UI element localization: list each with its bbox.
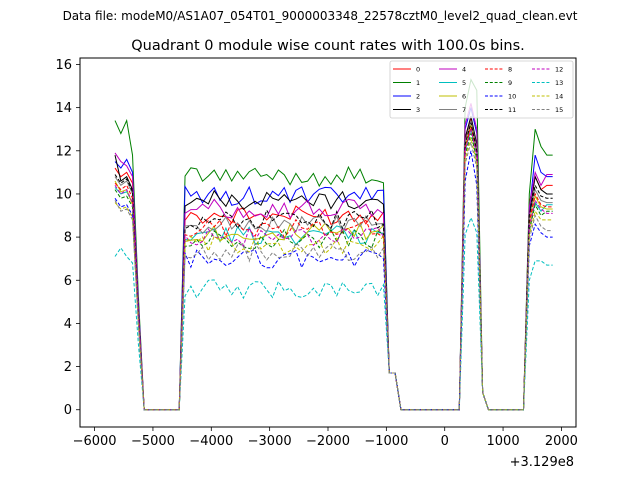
legend-label-2: 2 xyxy=(416,93,420,101)
y-tick-label: 4 xyxy=(64,317,72,332)
legend-label-7: 7 xyxy=(462,106,466,114)
legend-label-0: 0 xyxy=(416,66,420,74)
x-tick-label: −2000 xyxy=(306,434,350,449)
legend-label-1: 1 xyxy=(416,79,420,87)
y-tick-label: 10 xyxy=(55,187,72,202)
y-tick-label: 6 xyxy=(64,274,72,289)
legend-label-4: 4 xyxy=(462,66,466,74)
y-tick-label: 2 xyxy=(64,360,72,375)
x-tick-label: 0 xyxy=(441,434,449,449)
series-line-15 xyxy=(114,142,553,411)
x-tick-label: 2000 xyxy=(545,434,578,449)
x-tick-label: −4000 xyxy=(189,434,233,449)
x-offset-label: +3.129e8 xyxy=(510,455,574,470)
y-tick-label: 8 xyxy=(64,231,72,246)
legend-label-9: 9 xyxy=(508,79,512,87)
x-tick-label: 1000 xyxy=(487,434,520,449)
legend-label-3: 3 xyxy=(416,106,420,114)
figure-suptitle: Data file: modeM0/AS1A07_054T01_90000033… xyxy=(63,9,578,23)
legend-label-8: 8 xyxy=(508,66,512,74)
legend-frame xyxy=(389,60,574,119)
series-line-13 xyxy=(114,216,553,411)
legend-label-10: 10 xyxy=(508,93,516,101)
y-axis: 0 2 4 6 8 10 12 14 16 xyxy=(55,58,80,418)
legend-label-13: 13 xyxy=(555,79,563,87)
legend-label-6: 6 xyxy=(462,93,466,101)
y-tick-label: 12 xyxy=(55,144,72,159)
plot-area xyxy=(80,58,576,427)
chart-title: Quadrant 0 module wise count rates with … xyxy=(131,38,525,54)
legend-label-15: 15 xyxy=(555,106,563,114)
x-tick-label: −5000 xyxy=(131,434,175,449)
x-tick-label: −3000 xyxy=(248,434,292,449)
x-tick-label: −6000 xyxy=(73,434,117,449)
legend-label-14: 14 xyxy=(555,93,563,101)
y-tick-label: 16 xyxy=(55,58,72,73)
y-tick-label: 0 xyxy=(64,403,72,418)
series-layer xyxy=(114,78,553,411)
legend-label-12: 12 xyxy=(555,66,563,74)
legend-label-11: 11 xyxy=(508,106,516,114)
y-tick-label: 14 xyxy=(55,101,72,116)
x-axis: −6000 −5000 −4000 −3000 −2000 −1000 0 1000 2000 xyxy=(73,427,578,449)
x-tick-label: −1000 xyxy=(364,434,408,449)
legend-label-5: 5 xyxy=(462,79,466,87)
